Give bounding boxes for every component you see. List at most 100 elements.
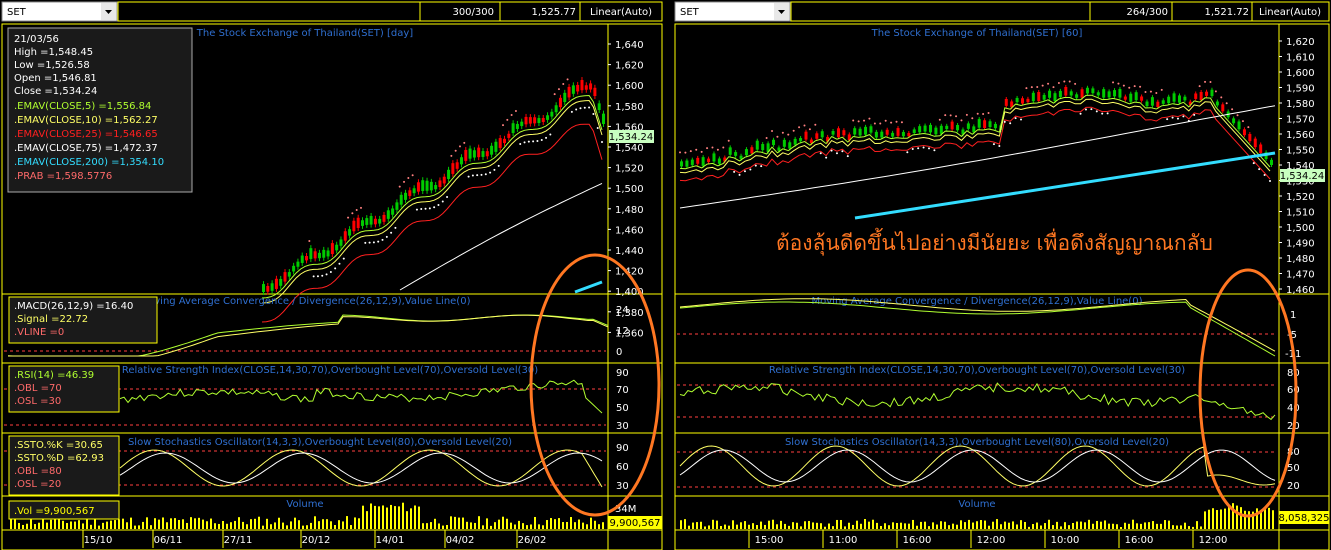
time-label: 16:00 xyxy=(903,535,932,546)
volume-bar xyxy=(174,518,176,529)
candle-body xyxy=(1205,91,1209,96)
left-price-tick-label: 1,480 xyxy=(615,205,644,216)
right-chart-window: SET 264/300 1,521.72 Linear(Auto) The St… xyxy=(674,1,1330,550)
prab-dot xyxy=(476,174,479,177)
volume-bar xyxy=(562,522,564,529)
left-macd-tick-2: 0 xyxy=(616,347,622,358)
volume-bar xyxy=(1012,521,1014,529)
candle-body xyxy=(869,126,873,133)
volume-bar xyxy=(258,516,260,529)
volume-bar xyxy=(992,521,994,529)
volume-bar xyxy=(1088,519,1090,529)
prab-dot xyxy=(830,149,833,152)
volume-bar xyxy=(346,516,348,529)
volume-bar xyxy=(872,519,874,529)
prab-dot xyxy=(803,124,806,127)
left-price-tick-label: 1,520 xyxy=(615,164,644,175)
prab-dot xyxy=(497,164,500,167)
volume-bar xyxy=(780,520,782,529)
prab-dot xyxy=(1204,80,1207,83)
prab-dot xyxy=(976,112,979,115)
right-last-value: 1,521.72 xyxy=(1204,7,1249,18)
left-sto-title: Slow Stochastics Oscillator(14,3,3),Over… xyxy=(128,437,512,448)
info-prab: .PRAB =1,598.5776 xyxy=(14,171,112,182)
left-chart-window: SET 300/300 1,525.77 Linear(Auto) The St… xyxy=(1,1,663,550)
candle-body xyxy=(685,160,689,167)
candle-body xyxy=(988,121,992,128)
volume-bar xyxy=(478,516,480,529)
candle-body xyxy=(739,155,743,159)
candle-body xyxy=(961,129,965,135)
left-rsi-line xyxy=(4,379,606,426)
candle-body xyxy=(373,218,377,225)
prab-dot xyxy=(787,133,790,136)
right-scale-mode[interactable]: Linear(Auto) xyxy=(1259,7,1321,18)
right-symbol-dropdown[interactable] xyxy=(674,1,791,22)
volume-bar xyxy=(824,526,826,529)
volume-bar xyxy=(90,524,92,529)
volume-bar xyxy=(988,525,990,529)
volume-bar xyxy=(972,522,974,529)
right-price-tick-label: 1,590 xyxy=(1286,84,1315,95)
candle-body xyxy=(1091,88,1095,94)
volume-bar xyxy=(724,524,726,529)
candle-body xyxy=(1150,97,1154,106)
volume-bar xyxy=(78,520,80,529)
volume-bar xyxy=(114,520,116,529)
time-label: 16:00 xyxy=(1125,535,1154,546)
time-label: 10:00 xyxy=(1051,535,1080,546)
candle-body xyxy=(416,182,420,192)
candle-body xyxy=(1048,90,1052,98)
volume-bar xyxy=(960,520,962,529)
volume-bar xyxy=(1020,520,1022,529)
volume-bar xyxy=(1024,521,1026,529)
candle-body xyxy=(356,217,360,228)
volume-bar xyxy=(146,517,148,529)
volume-bar xyxy=(916,525,918,529)
volume-bar xyxy=(582,522,584,529)
volume-bar xyxy=(574,522,576,529)
volume-bar xyxy=(538,524,540,529)
candle-body xyxy=(468,148,472,159)
prab-dot xyxy=(1009,122,1012,125)
prab-dot xyxy=(992,143,995,146)
candle-body xyxy=(266,286,270,292)
volume-bar xyxy=(1272,510,1274,529)
left-symbol-dropdown[interactable] xyxy=(1,1,118,22)
prab-dot xyxy=(545,136,548,139)
volume-bar xyxy=(1192,526,1194,529)
prab-dot xyxy=(857,120,860,123)
left-price-axis: 1,640 1,620 1,600 1,580 1,560 1,540 1,520 1,500… xyxy=(608,40,644,339)
volume-bar xyxy=(282,522,284,529)
prab-dot xyxy=(506,118,509,121)
volume-bar xyxy=(1268,507,1270,529)
volume-bar xyxy=(1180,525,1182,529)
volume-bar xyxy=(470,522,472,529)
candle-body xyxy=(847,134,851,141)
candle-body xyxy=(442,176,446,184)
left-price-tick-label: 1,440 xyxy=(615,246,644,257)
volume-bar xyxy=(1148,522,1150,529)
time-label: 15:00 xyxy=(755,535,784,546)
macd-legend-signal: .Signal =22.72 xyxy=(14,314,88,325)
candle-body xyxy=(382,214,386,222)
candle-body xyxy=(901,131,905,137)
prab-dot xyxy=(1003,120,1006,123)
volume-bar xyxy=(924,521,926,529)
volume-bar xyxy=(430,522,432,529)
right-vol-badge: 8,058,325 xyxy=(1279,513,1330,524)
volume-bar xyxy=(498,519,500,529)
candle-body xyxy=(690,159,694,166)
candle-body xyxy=(305,256,309,261)
date-label: 06/11 xyxy=(154,535,183,546)
left-macd-tick-0: 24 xyxy=(616,305,629,316)
volume-bar xyxy=(800,526,802,529)
prab-dot xyxy=(588,106,591,109)
volume-bar xyxy=(1204,511,1206,529)
ema5-line xyxy=(679,94,1271,170)
volume-bar xyxy=(254,518,256,529)
prab-dot xyxy=(1160,88,1163,91)
left-scale-mode[interactable]: Linear(Auto) xyxy=(590,7,652,18)
volume-bar xyxy=(1008,522,1010,529)
volume-bar xyxy=(932,522,934,529)
